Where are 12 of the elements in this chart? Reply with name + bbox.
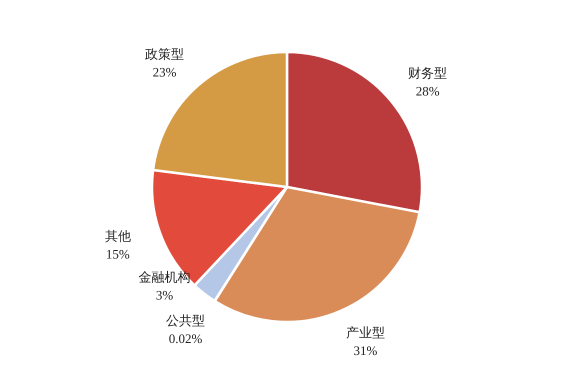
slice-label: 财务型 xyxy=(408,66,448,82)
data-label: 15% xyxy=(106,246,130,262)
slice-label: 其他 xyxy=(104,230,131,245)
data-label: 31% xyxy=(353,343,378,358)
slice-label: 产业型 xyxy=(346,326,385,342)
slice-label: 金融机构 xyxy=(138,270,191,286)
slice-label: 政策型 xyxy=(145,48,184,63)
data-label: 0.02% xyxy=(168,331,202,346)
data-label: 23% xyxy=(152,64,177,80)
data-label: 28% xyxy=(416,84,440,99)
data-label: 3% xyxy=(156,287,174,302)
slice-label: 公共型 xyxy=(166,314,206,330)
